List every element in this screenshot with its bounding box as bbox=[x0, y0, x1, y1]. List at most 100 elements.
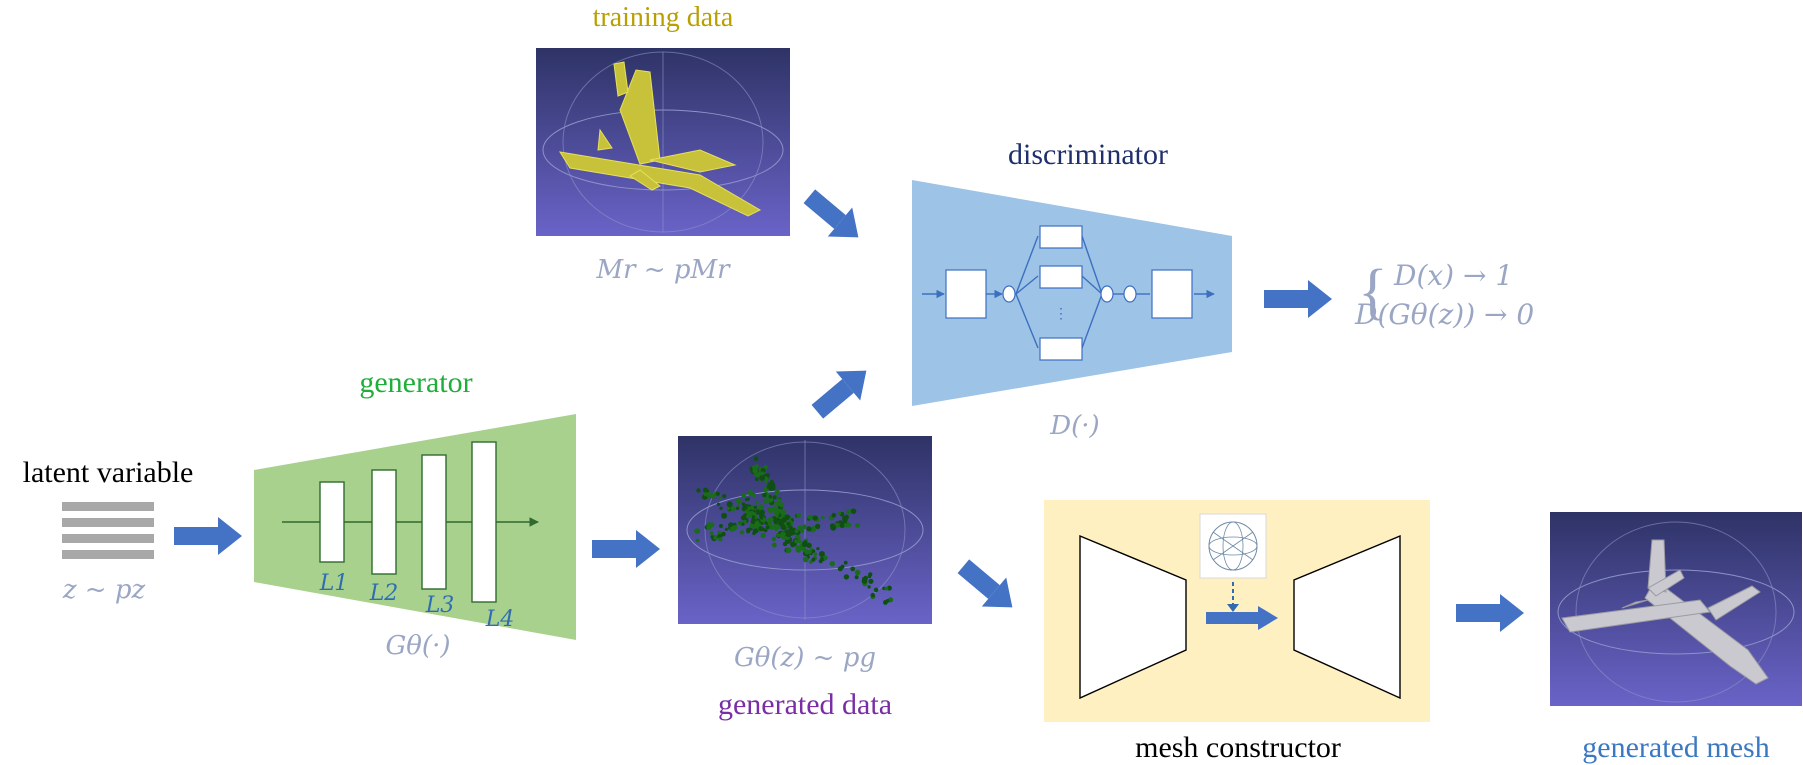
point-cloud-dot bbox=[742, 503, 748, 509]
point-cloud-dot bbox=[717, 530, 722, 535]
point-cloud-dot bbox=[771, 524, 776, 529]
point-cloud-dot bbox=[749, 511, 754, 516]
point-cloud-dot bbox=[739, 530, 745, 535]
generated-mesh-image bbox=[1550, 512, 1802, 706]
point-cloud-dot bbox=[776, 533, 781, 538]
point-cloud-dot bbox=[818, 551, 825, 557]
point-cloud-dot bbox=[759, 512, 763, 517]
template-arrow-head bbox=[1227, 604, 1239, 612]
layer-label-2: L2 bbox=[369, 581, 399, 606]
point-cloud-dot bbox=[709, 531, 714, 535]
point-cloud-dot bbox=[873, 587, 879, 593]
arrow-training-to-discriminator bbox=[803, 189, 859, 238]
point-cloud-dot bbox=[807, 514, 813, 520]
mesh-decoder-shape bbox=[1293, 534, 1401, 700]
point-cloud-dot bbox=[831, 512, 837, 518]
objective-fake: D(Gθ(z)) → 0 bbox=[1354, 298, 1534, 331]
arrow-generated-to-discriminator bbox=[811, 370, 867, 419]
point-cloud-dot bbox=[816, 547, 820, 551]
latent-noise-icon bbox=[62, 502, 154, 559]
point-cloud-dot bbox=[830, 524, 837, 531]
point-cloud-dot bbox=[815, 523, 821, 530]
point-cloud-dot bbox=[710, 535, 714, 539]
generator-layer-3 bbox=[421, 454, 447, 590]
mesh-constructor-title: mesh constructor bbox=[1135, 731, 1341, 764]
discriminator-trapezoid bbox=[912, 180, 1232, 406]
point-cloud-dot bbox=[835, 522, 841, 528]
generated-distribution-label: Gθ(z) ~ pg bbox=[734, 643, 876, 673]
training-data-image bbox=[536, 48, 790, 236]
point-cloud-dot bbox=[812, 515, 818, 521]
point-cloud-dot bbox=[746, 497, 751, 501]
point-cloud-dot bbox=[760, 516, 764, 520]
arrow-mesh-constructor-to-mesh bbox=[1456, 594, 1524, 632]
generator-title: generator bbox=[359, 366, 472, 399]
point-cloud-dot bbox=[763, 476, 769, 481]
point-cloud-dot bbox=[744, 509, 749, 514]
point-cloud-dot bbox=[703, 487, 708, 493]
layer-label-3: L3 bbox=[425, 593, 455, 618]
point-cloud-dot bbox=[755, 520, 760, 525]
point-cloud-dot bbox=[802, 524, 807, 529]
point-cloud-dot bbox=[846, 509, 852, 515]
point-cloud-dot bbox=[751, 515, 756, 519]
point-cloud-dot bbox=[754, 464, 759, 469]
layer-label-1: L1 bbox=[319, 571, 349, 596]
point-cloud-dot bbox=[760, 471, 765, 475]
point-cloud-dot bbox=[795, 547, 802, 553]
point-cloud-dot bbox=[709, 522, 715, 528]
point-cloud-dot bbox=[886, 585, 892, 591]
point-cloud-dot bbox=[772, 495, 777, 500]
point-cloud-dot bbox=[822, 555, 828, 561]
point-cloud-dot bbox=[854, 569, 861, 576]
point-cloud-dot bbox=[780, 524, 786, 530]
point-cloud-dot bbox=[758, 504, 764, 510]
point-cloud-dot bbox=[798, 539, 802, 544]
point-cloud-dot bbox=[765, 473, 771, 478]
point-cloud-dot bbox=[748, 523, 754, 528]
point-cloud-dot bbox=[777, 498, 782, 503]
point-cloud-dot bbox=[763, 528, 768, 533]
point-cloud-dot bbox=[771, 542, 777, 548]
point-cloud-dot bbox=[796, 513, 801, 518]
point-cloud-dot bbox=[764, 479, 768, 484]
point-cloud-dot bbox=[769, 517, 773, 521]
point-cloud-dot bbox=[718, 496, 722, 500]
point-cloud-dot bbox=[753, 456, 759, 462]
point-cloud-dot bbox=[747, 490, 754, 496]
point-cloud-dot bbox=[820, 515, 825, 520]
point-cloud-dot bbox=[804, 549, 810, 555]
point-cloud-dot bbox=[752, 468, 758, 474]
point-cloud-dot bbox=[774, 501, 779, 506]
point-cloud-dot bbox=[867, 574, 872, 579]
generator-function-label: Gθ(·) bbox=[386, 631, 451, 661]
point-cloud-dot bbox=[870, 592, 875, 598]
mesh-inner-arrow bbox=[1206, 606, 1278, 630]
point-cloud-dot bbox=[779, 502, 785, 508]
point-cloud-dot bbox=[726, 501, 733, 508]
point-cloud-dot bbox=[762, 492, 767, 498]
point-cloud-dot bbox=[710, 493, 716, 499]
point-cloud-dot bbox=[855, 523, 860, 528]
point-cloud-dot bbox=[785, 547, 792, 553]
point-cloud-dot bbox=[724, 527, 729, 531]
point-cloud-dot bbox=[806, 542, 812, 549]
point-cloud-dot bbox=[809, 560, 813, 564]
point-cloud-dot bbox=[885, 599, 890, 603]
point-cloud-dot bbox=[696, 488, 701, 493]
point-cloud-dot bbox=[811, 557, 816, 562]
point-cloud-dot bbox=[802, 556, 809, 563]
generator-trapezoid bbox=[254, 414, 576, 640]
point-cloud-dot bbox=[839, 522, 845, 528]
point-cloud-dot bbox=[721, 531, 726, 537]
point-cloud-dot bbox=[765, 525, 770, 530]
point-cloud-dot bbox=[772, 506, 778, 512]
point-cloud-dot bbox=[811, 549, 816, 553]
point-cloud-dot bbox=[753, 505, 758, 509]
point-cloud-dot bbox=[741, 522, 745, 526]
point-cloud-dot bbox=[766, 519, 771, 523]
point-cloud-dot bbox=[867, 585, 871, 589]
point-cloud-dot bbox=[788, 525, 793, 530]
point-cloud-dot bbox=[843, 574, 850, 580]
